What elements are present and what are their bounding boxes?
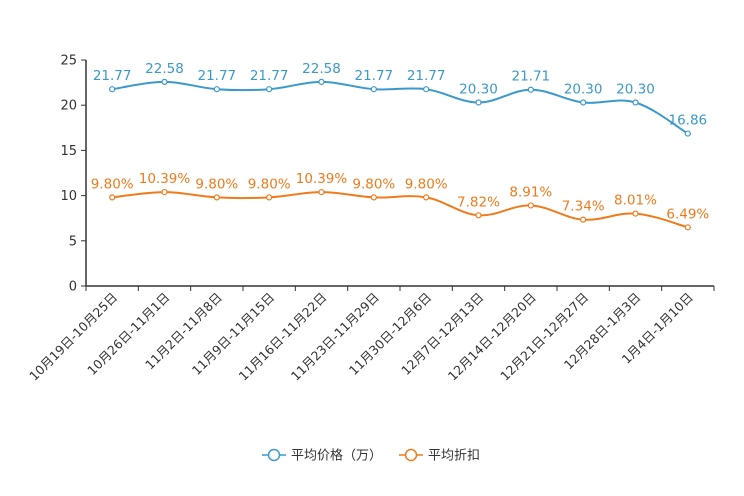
data-label: 20.30 [459, 81, 498, 97]
data-point [213, 194, 220, 201]
data-point [684, 224, 691, 231]
data-point [266, 86, 273, 93]
data-point [632, 99, 639, 106]
data-point [475, 212, 482, 219]
data-point [370, 194, 377, 201]
data-label: 20.30 [616, 81, 655, 97]
data-label: 21.77 [250, 68, 289, 84]
data-label: 6.49% [666, 206, 709, 222]
data-label: 21.77 [198, 68, 237, 84]
data-point [527, 202, 534, 209]
data-label: 10.39% [139, 171, 191, 187]
data-label: 9.80% [195, 176, 238, 192]
legend-item-0[interactable]: 平均价格（万） [262, 448, 382, 464]
series-layer: 21.77 22.58 21.77 21.77 22.58 21.77 21.77 20.30… [91, 61, 709, 231]
x-tick-label: 11月16日-11月22日 [235, 290, 329, 384]
legend-label: 平均折扣 [428, 449, 480, 464]
data-point [266, 194, 273, 201]
data-label: 7.82% [457, 194, 500, 210]
data-point [423, 194, 430, 201]
y-tick-label: 5 [69, 234, 77, 249]
data-point [109, 194, 116, 201]
series-1: 9.80% 10.39% 9.80% 9.80% 10.39% 9.80% 9.80%7.8… [91, 171, 709, 231]
data-point [109, 86, 116, 93]
data-label: 9.80% [405, 176, 448, 192]
data-point [632, 210, 639, 217]
x-tick-label: 12月21日-12月27日 [497, 290, 591, 384]
data-point [161, 78, 168, 85]
y-tick-label: 20 [60, 99, 77, 114]
y-tick-label: 25 [60, 54, 77, 69]
data-label: 21.77 [407, 68, 446, 84]
data-label: 21.71 [512, 69, 551, 85]
data-point [318, 188, 325, 196]
data-label: 10.39% [296, 171, 348, 187]
axes: 051015202510月19日-10月25日10月26日-11月1日11月2日… [26, 54, 715, 384]
legend-marker-icon [404, 448, 418, 462]
data-label: 22.58 [302, 61, 341, 77]
data-point [370, 86, 377, 93]
data-label: 21.77 [355, 68, 394, 84]
legend-label: 平均价格（万） [291, 448, 382, 464]
legend-marker-icon [267, 448, 281, 462]
data-point [161, 188, 168, 196]
y-tick-label: 10 [60, 189, 77, 204]
data-label: 22.58 [145, 61, 184, 77]
x-tick-label: 12月14日-12月20日 [445, 290, 539, 384]
data-point [318, 78, 325, 85]
data-label: 9.80% [352, 176, 395, 192]
legend-item-1[interactable]: 平均折扣 [399, 449, 480, 464]
data-label: 9.80% [91, 176, 134, 192]
data-point [423, 86, 430, 93]
series-line [112, 80, 689, 135]
x-tick-label: 10月19日-10月25日 [26, 290, 120, 384]
data-label: 7.34% [562, 199, 605, 215]
data-point [527, 86, 534, 93]
data-point [580, 99, 587, 106]
x-tick-label: 11月23日-11月29日 [288, 290, 382, 384]
data-label: 20.30 [564, 81, 603, 97]
data-point [213, 86, 220, 93]
series-line [112, 191, 689, 229]
series-0: 21.77 22.58 21.77 21.77 22.58 21.77 21.77 20.30… [93, 61, 708, 137]
data-point [580, 216, 587, 223]
data-label: 9.80% [248, 176, 291, 192]
y-tick-label: 15 [60, 144, 77, 159]
data-label: 21.77 [93, 68, 132, 84]
data-point [475, 99, 482, 106]
data-label: 16.86 [669, 113, 708, 129]
data-label: 8.91% [509, 184, 552, 200]
legend[interactable]: 平均价格（万） 平均折扣 [262, 448, 480, 464]
data-point [684, 130, 691, 137]
y-tick-label: 0 [69, 280, 77, 295]
data-label: 8.01% [614, 193, 657, 209]
